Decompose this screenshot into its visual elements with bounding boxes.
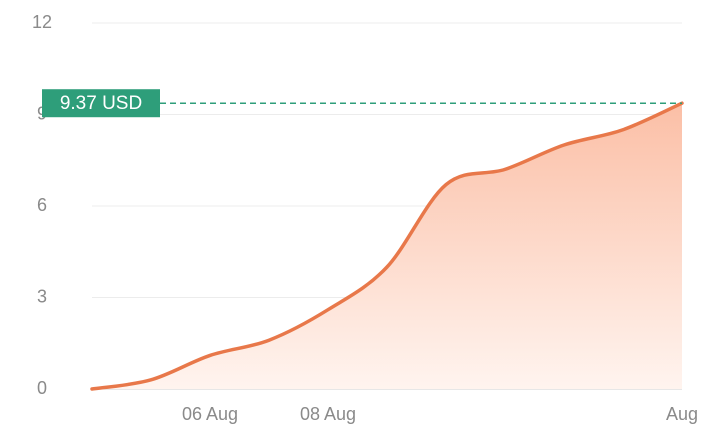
marker-label: 9.37 USD: [60, 93, 142, 114]
area-fill: [92, 103, 682, 389]
x-tick-label: 06 Aug: [182, 404, 238, 424]
line: [90, 101, 684, 391]
x-tick-label: 08 Aug: [300, 404, 356, 424]
y-tick-label: 0: [37, 378, 47, 398]
y-tick-label: 3: [37, 286, 47, 306]
y-tick-label: 12: [32, 12, 52, 32]
y-tick-label: 6: [37, 195, 47, 215]
marker-tag: [42, 89, 160, 118]
x-tick-label: Aug: [666, 404, 698, 424]
